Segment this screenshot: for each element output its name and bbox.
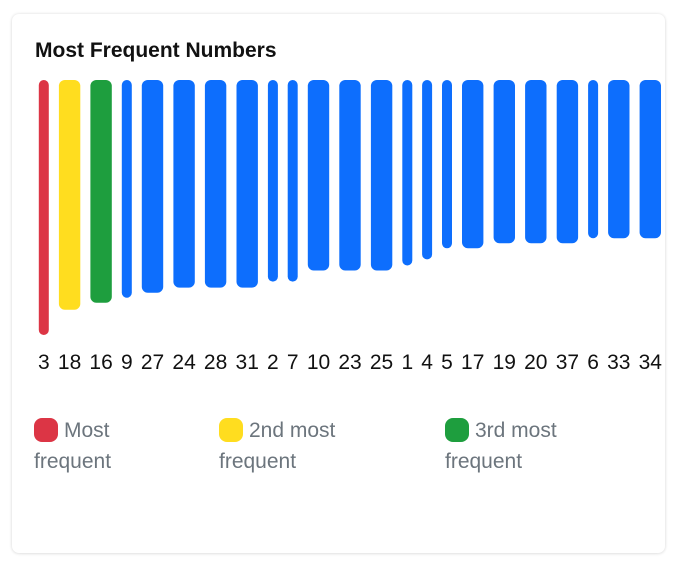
bar-label-33: 33 (607, 351, 630, 374)
bar-16 (90, 80, 112, 303)
bar-label-34: 34 (639, 351, 663, 374)
bar-label-7: 7 (287, 351, 299, 374)
bar-label-16: 16 (89, 351, 112, 374)
bar-23 (339, 80, 361, 271)
bar-18 (58, 80, 81, 310)
legend-swatch-most (34, 418, 58, 442)
bar-3 (38, 80, 49, 335)
legend-label-third: 3rd most frequent (445, 419, 557, 473)
bar-34 (639, 80, 661, 239)
bar-19 (493, 80, 515, 244)
bar-label-23: 23 (338, 351, 361, 374)
bar-28 (204, 80, 227, 288)
bar-label-5: 5 (441, 351, 453, 374)
bar-label-25: 25 (370, 351, 393, 374)
bar-7 (287, 80, 298, 282)
bar-label-37: 37 (556, 351, 579, 374)
bar-4 (422, 80, 433, 260)
bar-5 (442, 80, 452, 249)
bar-label-17: 17 (461, 351, 484, 374)
legend-item-third: 3rd most frequent (445, 415, 605, 477)
bar-27 (141, 80, 164, 293)
bar-label-6: 6 (587, 351, 599, 374)
legend-swatch-second (219, 418, 243, 442)
bar-1 (402, 80, 413, 266)
bar-25 (370, 80, 393, 271)
bar-10 (307, 80, 330, 271)
bar-6 (588, 80, 599, 239)
bar-label-18: 18 (58, 351, 81, 374)
bar-label-24: 24 (172, 351, 196, 374)
legend-label-second: 2nd most frequent (219, 419, 336, 473)
bar-label-20: 20 (524, 351, 547, 374)
bar-label-1: 1 (401, 351, 413, 374)
bar-label-4: 4 (421, 351, 433, 374)
bar-chart: 3 18 16 9 27 24 28 31 2 7 10 23 25 1 4 5 17 19 20 37 6 33 34 (38, 80, 663, 374)
bar-label-27: 27 (141, 351, 164, 374)
bar-label-9: 9 (121, 351, 133, 374)
legend-item-most: Most frequent (34, 415, 154, 477)
bar-9 (121, 80, 132, 298)
legend-item-second: 2nd most frequent (219, 415, 384, 477)
bar-label-31: 31 (236, 351, 259, 374)
legend-swatch-third (445, 418, 469, 442)
bar-label-10: 10 (307, 351, 330, 374)
bar-label-28: 28 (204, 351, 227, 374)
legend-label-most: Most frequent (34, 419, 112, 473)
chart-card: Most Frequent Numbers (12, 14, 665, 553)
bar-label-19: 19 (493, 351, 516, 374)
chart-title: Most Frequent Numbers (35, 39, 277, 62)
bar-31 (236, 80, 258, 288)
bar-37 (556, 80, 579, 244)
bar-label-3: 3 (38, 351, 50, 374)
bar-20 (525, 80, 547, 244)
bar-2 (267, 80, 278, 282)
bar-label-2: 2 (267, 351, 279, 374)
bar-33 (608, 80, 630, 239)
bar-17 (462, 80, 484, 249)
bar-24 (173, 80, 195, 288)
